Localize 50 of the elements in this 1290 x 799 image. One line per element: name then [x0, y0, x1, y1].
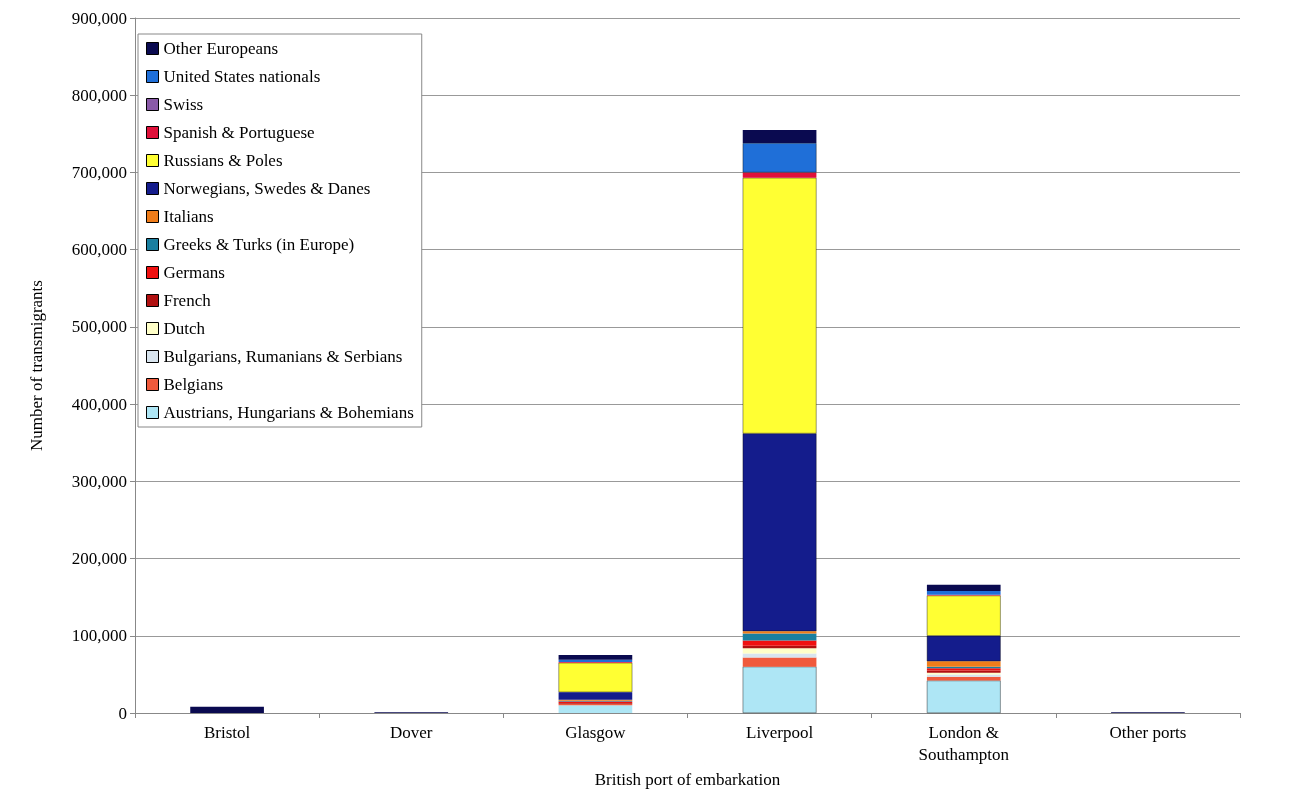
legend-label: Spanish & Portuguese [163, 123, 315, 142]
bar [742, 633, 817, 641]
y-tick-label: 100,000 [71, 626, 127, 646]
x-tick-label: Dover [390, 722, 433, 742]
legend-label: Austrians, Hungarians & Bohemians [163, 403, 414, 422]
y-tick-label: 200,000 [71, 549, 127, 569]
bar [926, 584, 1001, 591]
bar [742, 666, 817, 713]
bar [558, 655, 633, 660]
x-axis-title: British port of embarkation [594, 770, 781, 789]
bar [742, 129, 817, 144]
y-tick-label: 700,000 [71, 162, 127, 182]
x-tick-label: Liverpool [746, 722, 814, 742]
bar [926, 661, 1001, 667]
legend-label: Dutch [163, 319, 206, 338]
y-tick-label: 500,000 [71, 317, 127, 337]
bar [190, 706, 264, 713]
legend-label: Italians [163, 207, 214, 226]
y-axis-title: Number of transmigrants [27, 280, 46, 451]
legend-label: Other Europeans [163, 39, 279, 58]
legend-label: Bulgarians, Rumanians & Serbians [163, 347, 403, 366]
bar [926, 590, 1001, 595]
bar [742, 172, 817, 178]
legend-label: Swiss [163, 95, 204, 114]
y-tick-label: 600,000 [71, 240, 127, 260]
y-tick-label: 400,000 [71, 394, 127, 414]
y-tick-label: 300,000 [71, 471, 127, 491]
legend-label: Norwegians, Swedes & Danes [163, 179, 371, 198]
bar [926, 676, 1001, 681]
bar [558, 692, 633, 700]
bar [742, 143, 817, 173]
legend-label: Russians & Poles [163, 151, 283, 170]
x-tick-label: Bristol [203, 722, 251, 742]
y-tick-label: 900,000 [71, 8, 127, 28]
bar [558, 662, 633, 693]
x-tick-label: London & Southampton [918, 722, 1010, 764]
legend-label: French [163, 291, 212, 310]
y-tick-label: 0 [118, 703, 127, 723]
x-tick-label: Glasgow [565, 722, 627, 742]
legend-label: Belgians [163, 375, 223, 394]
bar [742, 657, 817, 667]
bar [558, 705, 633, 713]
legend-label: Germans [163, 263, 225, 282]
legend-label: Greeks & Turks (in Europe) [163, 235, 355, 254]
bar [926, 680, 1001, 713]
bar [742, 640, 817, 646]
x-tick-label: Other ports [1109, 722, 1187, 742]
bar [742, 648, 817, 654]
legend-label: United States nationals [163, 67, 321, 86]
y-tick-label: 800,000 [71, 85, 127, 105]
